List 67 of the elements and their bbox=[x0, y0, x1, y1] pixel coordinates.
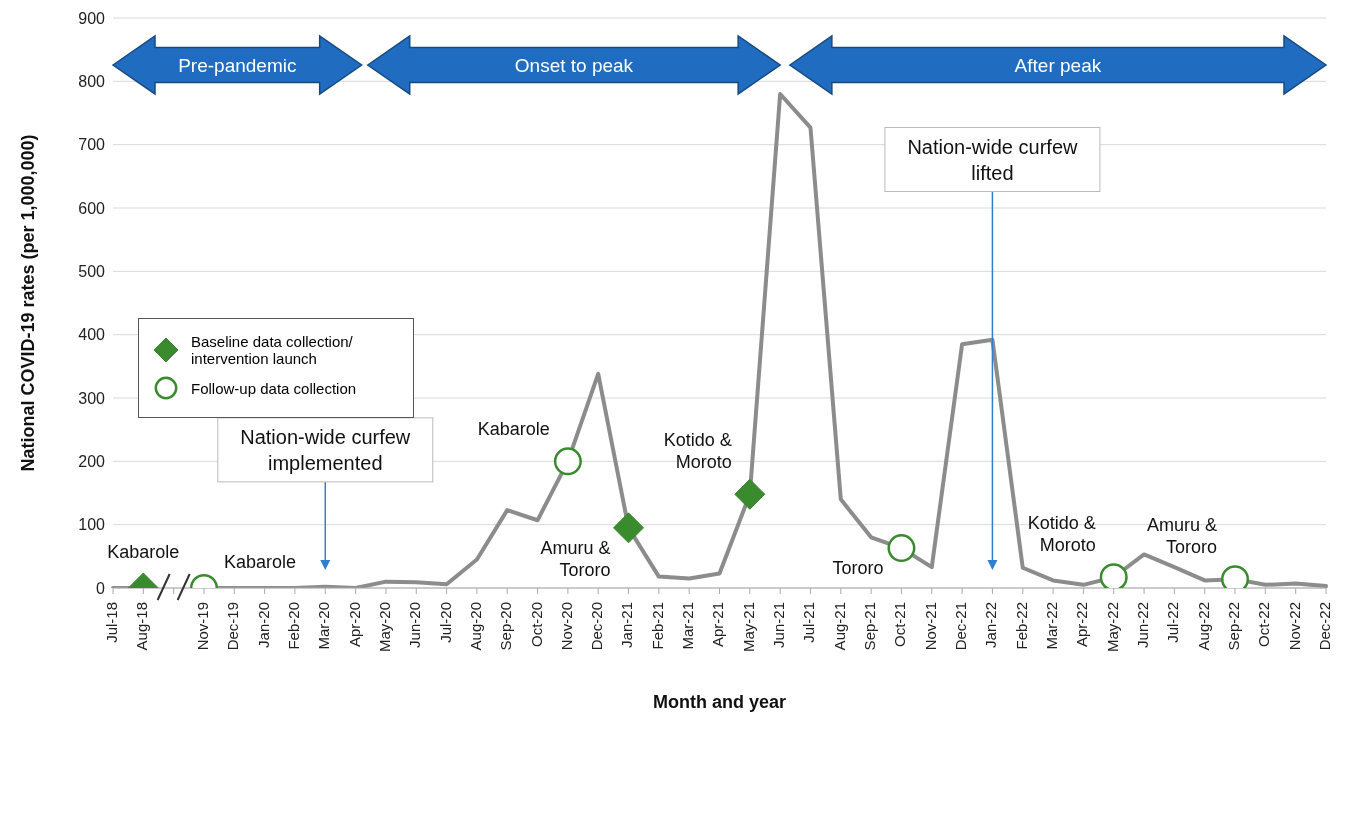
legend-label: Follow-up data collection bbox=[191, 379, 357, 397]
legend-label: Baseline data collection/ intervention launch bbox=[191, 333, 354, 367]
annotation: Amuru & Tororo bbox=[540, 537, 611, 580]
annotation: After peak bbox=[1014, 54, 1102, 76]
x-tick-label: Aug-22 bbox=[1194, 602, 1212, 651]
x-tick-label: Jan-21 bbox=[618, 602, 636, 648]
x-tick-label: Nov-19 bbox=[193, 602, 211, 651]
x-tick-label: Oct-21 bbox=[891, 602, 909, 648]
x-tick-label: Apr-22 bbox=[1073, 602, 1091, 648]
x-tick-label: Apr-21 bbox=[709, 602, 727, 648]
annotation: Kabarole bbox=[477, 419, 550, 440]
x-tick-label: Jan-20 bbox=[254, 602, 272, 648]
y-tick-label: 0 bbox=[96, 579, 106, 597]
annotation: Tororo bbox=[832, 558, 884, 579]
x-tick-label: Feb-20 bbox=[284, 602, 302, 650]
x-tick-label: May-21 bbox=[739, 602, 757, 653]
x-tick-label: Sep-20 bbox=[497, 602, 515, 651]
x-tick-label: Dec-21 bbox=[952, 602, 970, 651]
annotation: Kabarole bbox=[223, 552, 297, 572]
x-tick-label: Aug-18 bbox=[133, 602, 151, 651]
ref-line-label: Nation-wide curfew implemented bbox=[240, 425, 411, 474]
x-axis-title: Month and year bbox=[652, 692, 787, 712]
annotation: Kotido & Moroto bbox=[663, 430, 732, 473]
x-tick-label: Feb-22 bbox=[1012, 602, 1030, 650]
annotation: Kabarole bbox=[107, 542, 180, 562]
x-tick-label: Mar-22 bbox=[1043, 602, 1061, 650]
x-tick-label: Jul-21 bbox=[800, 602, 818, 643]
x-tick-label: Nov-21 bbox=[921, 602, 939, 651]
x-tick-label: Jul-20 bbox=[436, 602, 454, 643]
annotation: Kotido & Moroto bbox=[1027, 513, 1096, 556]
x-tick-label: Dec-20 bbox=[588, 602, 606, 651]
x-tick-label: May-20 bbox=[375, 602, 393, 653]
y-tick-label: 300 bbox=[78, 389, 106, 407]
x-tick-label: Jul-18 bbox=[102, 602, 120, 643]
x-tick-label: Oct-20 bbox=[527, 602, 545, 648]
annotation: Onset to peak bbox=[514, 54, 634, 76]
x-tick-label: Nov-22 bbox=[1285, 602, 1303, 651]
x-tick-label: Apr-20 bbox=[345, 602, 363, 648]
y-tick-label: 100 bbox=[78, 516, 106, 534]
x-tick-label: Sep-22 bbox=[1224, 602, 1242, 651]
ref-line-label: Nation-wide curfew lifted bbox=[907, 135, 1079, 184]
x-tick-label: Dec-19 bbox=[224, 602, 242, 651]
y-axis-title: National COVID-19 rates (per 1,000,000) bbox=[18, 134, 39, 472]
y-tick-label: 500 bbox=[78, 263, 106, 281]
x-tick-label: Aug-20 bbox=[466, 602, 484, 651]
x-tick-label: Aug-21 bbox=[830, 602, 848, 651]
x-tick-label: Jan-22 bbox=[982, 602, 1000, 648]
y-tick-label: 200 bbox=[78, 453, 106, 471]
x-tick-label: Nov-20 bbox=[557, 602, 575, 651]
annotation: Amuru & Tororo bbox=[1146, 515, 1218, 558]
x-tick-label: Oct-22 bbox=[1255, 602, 1273, 648]
x-tick-label: Mar-20 bbox=[315, 602, 333, 650]
y-tick-label: 400 bbox=[78, 326, 106, 344]
annotation: Pre-pandemic bbox=[178, 54, 297, 76]
x-tick-label: Mar-21 bbox=[679, 602, 697, 650]
x-tick-label: Feb-21 bbox=[648, 602, 666, 650]
y-tick-label: 800 bbox=[78, 73, 106, 91]
x-tick-label: Jun-20 bbox=[406, 602, 424, 648]
x-tick-label: Jun-21 bbox=[770, 602, 788, 648]
x-tick-label: Dec-22 bbox=[1315, 602, 1333, 651]
x-tick-label: Sep-21 bbox=[861, 602, 879, 651]
y-tick-label: 700 bbox=[78, 136, 106, 154]
x-tick-label: Jun-22 bbox=[1134, 602, 1152, 648]
y-tick-label: 900 bbox=[78, 9, 106, 27]
x-tick-label: May-22 bbox=[1103, 602, 1121, 653]
y-tick-label: 600 bbox=[78, 199, 106, 217]
x-tick-label: Jul-22 bbox=[1164, 602, 1182, 643]
